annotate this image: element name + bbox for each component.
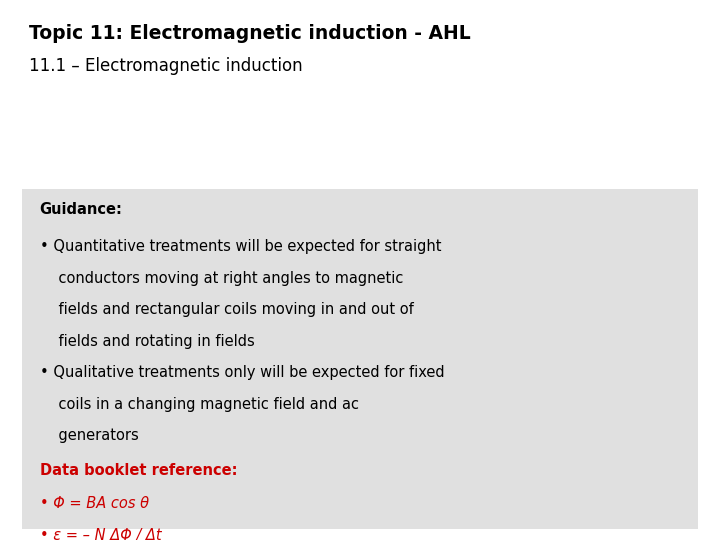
Text: generators: generators — [40, 429, 138, 443]
Text: • ε = – N ΔΦ / Δt: • ε = – N ΔΦ / Δt — [40, 528, 161, 540]
Text: 11.1 – Electromagnetic induction: 11.1 – Electromagnetic induction — [29, 57, 302, 75]
Text: • Quantitative treatments will be expected for straight: • Quantitative treatments will be expect… — [40, 239, 441, 254]
Text: Topic 11: Electromagnetic induction - AHL: Topic 11: Electromagnetic induction - AH… — [29, 24, 471, 43]
Text: • Φ = BA cos θ: • Φ = BA cos θ — [40, 496, 149, 511]
FancyBboxPatch shape — [22, 189, 698, 529]
Text: conductors moving at right angles to magnetic: conductors moving at right angles to mag… — [40, 271, 403, 286]
Text: coils in a changing magnetic field and ac: coils in a changing magnetic field and a… — [40, 397, 359, 412]
Text: fields and rotating in fields: fields and rotating in fields — [40, 334, 254, 349]
Text: Data booklet reference:: Data booklet reference: — [40, 463, 237, 478]
Text: fields and rectangular coils moving in and out of: fields and rectangular coils moving in a… — [40, 302, 413, 317]
Text: Guidance:: Guidance: — [40, 202, 122, 218]
Text: • Qualitative treatments only will be expected for fixed: • Qualitative treatments only will be ex… — [40, 365, 444, 380]
